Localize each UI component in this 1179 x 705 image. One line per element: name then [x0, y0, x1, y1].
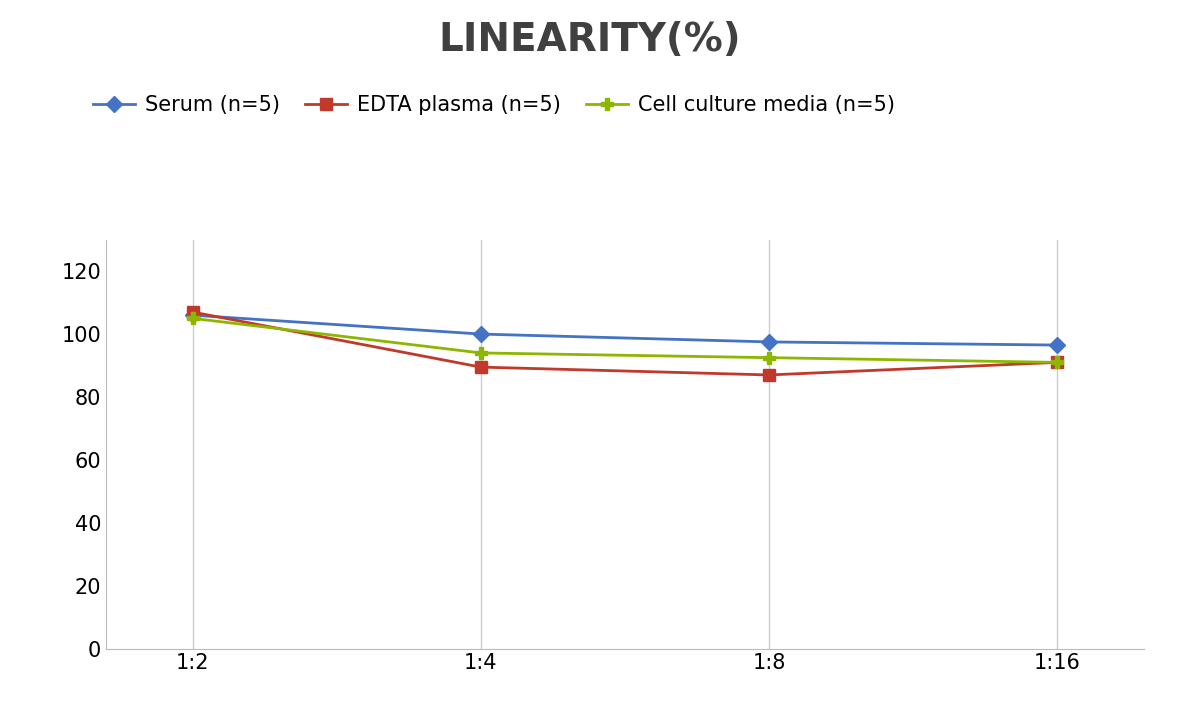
Serum (n=5) — [762, 338, 776, 346]
Serum (n=5) — [185, 311, 199, 319]
Cell culture media (n=5) — [762, 353, 776, 362]
Serum (n=5) — [1050, 341, 1065, 349]
Cell culture media (n=5) — [185, 314, 199, 323]
Line: EDTA plasma (n=5): EDTA plasma (n=5) — [187, 307, 1062, 381]
Cell culture media (n=5) — [1050, 358, 1065, 367]
EDTA plasma (n=5) — [185, 308, 199, 317]
Legend: Serum (n=5), EDTA plasma (n=5), Cell culture media (n=5): Serum (n=5), EDTA plasma (n=5), Cell cul… — [93, 95, 895, 115]
Serum (n=5) — [474, 330, 488, 338]
EDTA plasma (n=5) — [474, 363, 488, 372]
EDTA plasma (n=5) — [1050, 358, 1065, 367]
Line: Cell culture media (n=5): Cell culture media (n=5) — [186, 312, 1063, 369]
Text: LINEARITY(%): LINEARITY(%) — [439, 21, 740, 59]
EDTA plasma (n=5) — [762, 371, 776, 379]
Line: Serum (n=5): Serum (n=5) — [187, 309, 1062, 350]
Cell culture media (n=5) — [474, 349, 488, 357]
